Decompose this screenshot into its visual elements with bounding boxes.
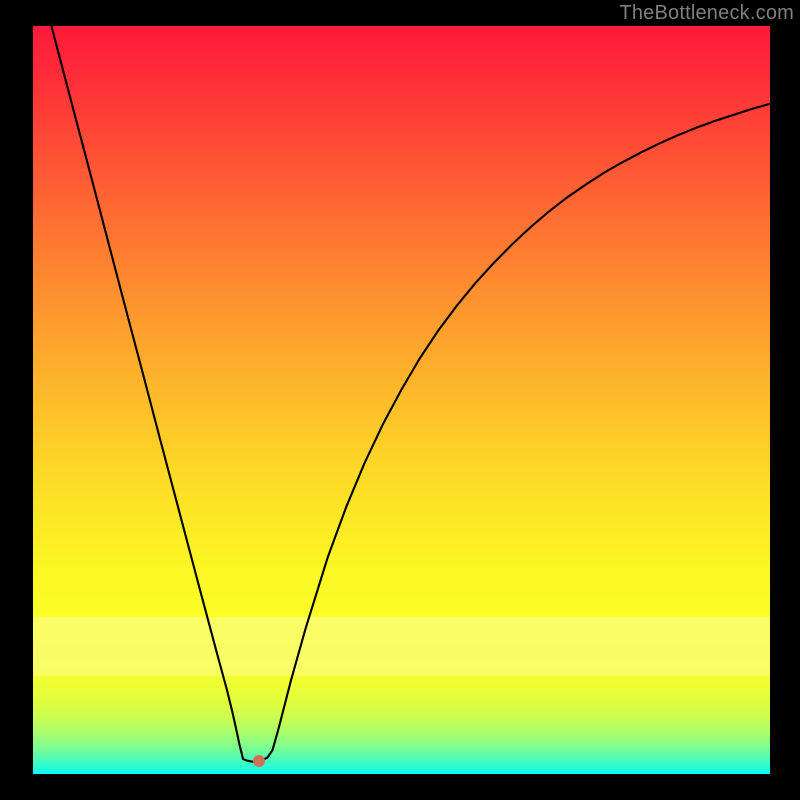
plot-area: [33, 26, 770, 774]
minimum-marker: [253, 755, 265, 767]
watermark-text: TheBottleneck.com: [619, 2, 794, 25]
bottleneck-curve: [33, 26, 770, 774]
chart-container: TheBottleneck.com: [0, 0, 800, 800]
